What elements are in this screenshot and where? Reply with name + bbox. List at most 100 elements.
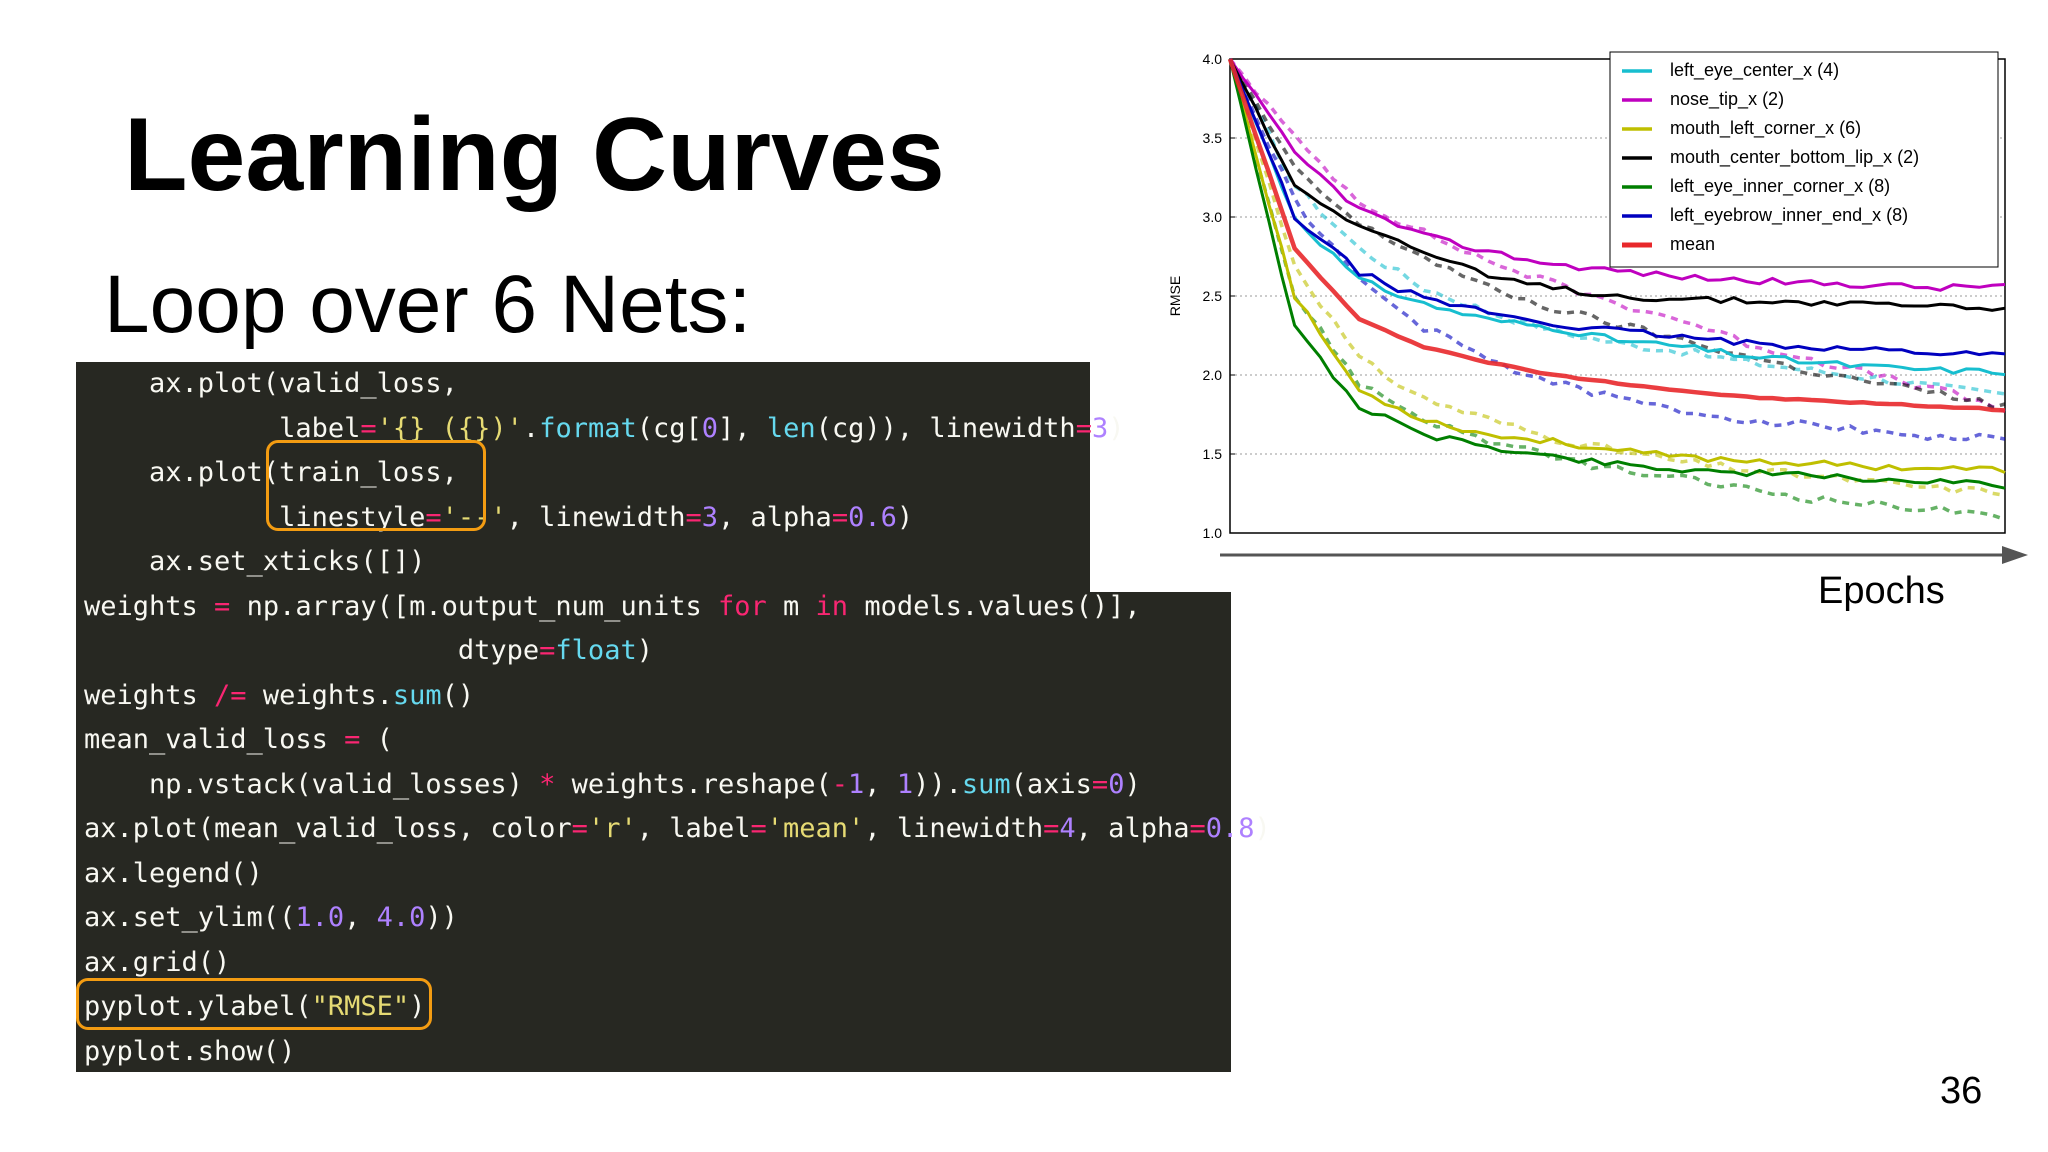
legend-label: nose_tip_x (2) [1670,89,1784,110]
code-line: ax.legend() [84,852,1271,897]
train-line [1228,58,2006,442]
code-token: = [425,501,442,533]
valid-line [1228,58,2006,357]
code-token: pyplot.show() [84,1035,296,1067]
code-token: , alpha [1075,813,1190,844]
code-token: mean_valid_loss [84,724,345,755]
code-token: linestyle [84,501,426,533]
y-tick-label: 4.0 [1203,51,1223,67]
valid-line [1228,58,2006,377]
code-token: 0 [701,412,719,444]
legend-label: left_eyebrow_inner_end_x (8) [1670,205,1908,226]
code-token: 'mean' [766,813,865,844]
code-token: = [1075,412,1092,444]
code-token: ) [409,991,426,1022]
valid-line [1228,58,2006,292]
code-token: ax.grid() [84,946,231,978]
slide-title: Learning Curves [124,97,945,213]
highlight-train-loss [266,440,486,531]
code-token: weights. [246,679,393,711]
learning-curves-chart: 1.0 1.5 2.0 2.5 3.0 3.5 4.0 RMSE left_eye_center… [1167,51,2028,564]
y-tick-label: 2.5 [1203,288,1223,304]
code-line: ax.plot(valid_loss, [84,362,1271,407]
code-token: (cg)), linewidth [815,412,1076,444]
code-line: label='{} ({})'.format(cg[0], len(cg)), … [84,407,1271,452]
code-token: weights [84,590,215,622]
code-token: sum [392,679,442,711]
code-token: ax.plot(train_loss, [84,457,458,488]
valid-line [1228,58,2006,312]
code-token: ax.set_xticks([]) [84,546,426,577]
code-token: 1.0 [295,902,345,933]
code-token: ], [718,412,767,444]
code-token: 0 [1108,768,1125,800]
code-token: 0.6 [848,501,897,533]
code-token: = [1043,813,1060,844]
legend-label: mean [1670,234,1715,254]
code-token: = [360,412,377,444]
legend-label: left_eye_inner_corner_x (8) [1670,176,1890,197]
code-token: /= [214,679,247,711]
code-token: = [1189,813,1206,844]
code-token: = [750,813,767,844]
code-token: pyplot.ylabel( [84,991,312,1022]
legend-box [1609,51,1999,268]
code-token: float [555,635,637,666]
code-token: ) [1254,813,1271,844]
code-token: = [344,724,361,755]
code-token: = [831,501,849,533]
code-line: mean_valid_loss = ( [84,718,1271,763]
code-line: ax.grid() [84,941,1271,986]
code-token: ax.set_ylim(( [84,902,296,933]
code-token: () [441,679,475,711]
train-line [1228,58,2006,522]
code-token: np.vstack(valid_losses) [84,768,540,800]
code-line: weights = np.array([m.output_num_units f… [84,585,1271,630]
code-token: , [344,902,377,933]
code-token: sum [961,768,1011,800]
code-token: m [766,590,816,622]
code-token: ) [896,501,914,533]
y-axis-label: RMSE [1167,276,1183,316]
code-token: = [214,590,231,622]
code-token: 4 [1059,813,1076,844]
code-token: weights.reshape( [555,768,832,800]
valid-line [1228,58,2006,490]
epochs-arrow-head [2002,546,2028,564]
code-token: ( [360,724,393,755]
code-token: label [84,412,361,444]
code-token: ax.plot(mean_valid_loss, color [84,813,572,844]
code-token: (cg[ [636,412,702,444]
code-token: , linewidth [864,813,1044,844]
code-line: dtype=float) [84,629,1271,674]
code-token: 1 [848,768,865,800]
code-token: )) [425,902,458,933]
code-token: , [864,768,897,800]
code-token: , label [636,813,751,844]
code-line: ax.plot(mean_valid_loss, color='r', labe… [84,807,1271,852]
slide-subtitle: Loop over 6 Nets: [104,259,752,350]
code-token: 0.8 [1205,813,1255,844]
code-line: weights /= weights.sum() [84,674,1271,719]
code-line: linestyle='--', linewidth=3, alpha=0.6) [84,496,1271,541]
code-token: for [717,590,767,622]
code-line: pyplot.ylabel("RMSE") [84,985,1271,1030]
code-token: len [766,412,816,444]
code-block: ax.plot(valid_loss, label='{} ({})'.form… [84,362,1271,1074]
code-token: )). [913,768,962,800]
code-token: "RMSE" [311,991,410,1022]
code-token: weights [84,679,215,711]
code-token: (axis [1010,768,1092,800]
code-token: 1 [896,768,914,800]
y-tick-label: 3.5 [1203,130,1223,146]
code-token: ) [636,635,653,666]
legend-label: mouth_left_corner_x (6) [1670,118,1861,139]
code-token: models.values()], [848,590,1141,622]
code-token: 3 [701,501,719,533]
code-token: dtype [84,635,540,666]
code-line: ax.set_ylim((1.0, 4.0)) [84,896,1271,941]
code-token: = [1091,768,1109,800]
code-token: ax.legend() [84,857,263,889]
code-token: , linewidth [506,501,686,533]
code-line: ax.set_xticks([]) [84,540,1271,585]
